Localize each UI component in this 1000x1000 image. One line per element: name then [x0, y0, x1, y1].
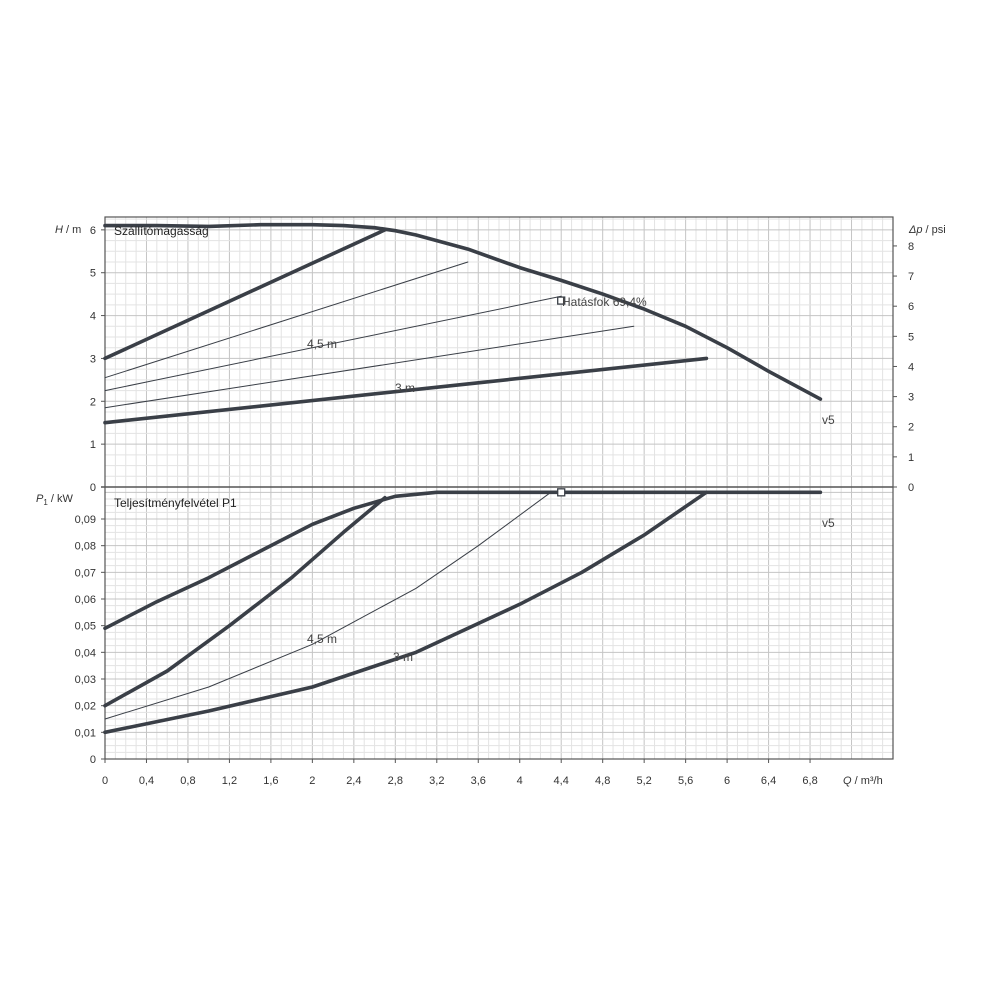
y2-tick-label: 6: [908, 301, 914, 313]
y-tick-label: 5: [90, 268, 96, 280]
top-curve-label-v5: v5: [822, 413, 835, 427]
y2-tick-label: 0: [908, 482, 914, 494]
bottom-curve-label-45m: 4,5 m: [307, 632, 337, 646]
bottom-curve-label-v5: v5: [822, 516, 835, 530]
x-tick-label: 4,4: [554, 775, 569, 787]
x-tick-label: 0: [102, 775, 108, 787]
y-tick-label: 6: [90, 225, 96, 237]
y-tick-label: 1: [90, 439, 96, 451]
x-tick-label: 2: [309, 775, 315, 787]
head-series-1: [103, 228, 387, 361]
head-series-2: [104, 261, 469, 379]
x-tick-label: 0,4: [139, 775, 154, 787]
labels: Szállítómagasság Teljesítményfelvétel P1…: [36, 224, 946, 787]
y2-tick-label: 8: [908, 241, 914, 253]
x-tick-label: 4: [517, 775, 523, 787]
x-tick-label: 1,6: [263, 775, 278, 787]
x-tick-label: 3,2: [429, 775, 444, 787]
y-tick-label: 2: [90, 396, 96, 408]
y-tick-label: 0,08: [75, 541, 96, 553]
y2-tick-label: 5: [908, 331, 914, 343]
y-tick-label: 0,07: [75, 567, 96, 579]
power-series-3: [103, 490, 709, 735]
y-tick-label: 0,04: [75, 647, 96, 659]
top-curve-label-45m: 4,5 m: [307, 337, 337, 351]
bottom-y-axis-label: P1 / kW: [36, 493, 73, 507]
x-tick-label: 1,2: [222, 775, 237, 787]
head-efficiency-marker: [557, 296, 566, 305]
x-tick-label: 2,8: [388, 775, 403, 787]
top-chart-title: Szállítómagasság: [114, 224, 209, 238]
top-y2-axis-label: Δp / psi: [908, 224, 946, 236]
axes: 0 0,4 0,8 1,2 1,6 2 2,4 2,8 3,2 3,6 4 4,4 4,8 5,2 5,6 6…: [75, 216, 914, 787]
efficiency-label: Hatásfok 69,4%: [562, 295, 647, 309]
y-tick-label: 0,09: [75, 514, 96, 526]
y-tick-label: 0: [90, 754, 96, 766]
x-axis-label: Q / m³/h: [843, 775, 883, 787]
y2-tick-label: 2: [908, 422, 914, 434]
y-tick-label: 0,06: [75, 594, 96, 606]
top-curve-label-3m: 3 m: [395, 381, 415, 395]
x-tick-label: 5,2: [637, 775, 652, 787]
y-tick-label: 0,02: [75, 701, 96, 713]
y-tick-label: 0,01: [75, 727, 96, 739]
y2-tick-label: 4: [908, 361, 914, 373]
bottom-curve-label-3m: 3 m: [393, 650, 413, 664]
y2-tick-label: 1: [908, 452, 914, 464]
y-tick-label: 0,03: [75, 674, 96, 686]
x-tick-label: 5,6: [678, 775, 693, 787]
x-tick-label: 6,8: [802, 775, 817, 787]
power-series-1: [103, 495, 387, 708]
top-y-axis-label: H / m: [55, 224, 81, 236]
y2-tick-label: 7: [908, 271, 914, 283]
x-tick-label: 0,8: [180, 775, 195, 787]
y-tick-label: 3: [90, 353, 96, 365]
x-tick-label: 4,8: [595, 775, 610, 787]
head-series-5: [103, 356, 709, 425]
bottom-chart-title: Teljesítményfelvétel P1: [114, 496, 237, 510]
y-tick-label: 0,05: [75, 621, 96, 633]
y2-tick-label: 3: [908, 392, 914, 404]
plot-frame: [104, 216, 894, 760]
x-tick-label: 3,6: [471, 775, 486, 787]
y-tick-label: 4: [90, 311, 96, 323]
grid: [105, 217, 893, 759]
x-tick-label: 2,4: [346, 775, 361, 787]
head-series-4: [104, 325, 635, 409]
x-tick-label: 6: [724, 775, 730, 787]
y-tick-label: 0: [90, 482, 96, 494]
curves: [103, 222, 823, 735]
power-efficiency-marker: [557, 488, 566, 497]
head-series-3: [104, 295, 562, 392]
x-tick-label: 6,4: [761, 775, 776, 787]
power-series-2: [104, 491, 552, 720]
head-series-0: [103, 222, 823, 401]
